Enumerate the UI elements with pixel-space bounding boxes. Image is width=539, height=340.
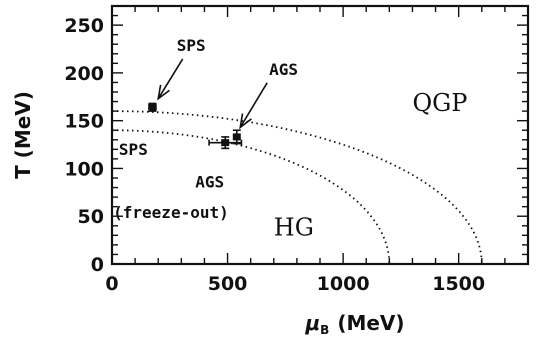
y-axis-title: T (MeV) xyxy=(11,91,35,179)
x-tick-label: 0 xyxy=(105,273,118,295)
tick-labels: 0 500 1000 1500 0 50 100 150 200 250 xyxy=(64,15,485,295)
x-axis-symbol: μ xyxy=(304,311,320,335)
annotation-label: SPS xyxy=(119,140,148,159)
annotation-label: AGS xyxy=(195,173,224,192)
plot-frame xyxy=(110,4,530,266)
annotation-arrow xyxy=(239,82,268,128)
arrow-head xyxy=(239,113,252,130)
x-tick-label: 500 xyxy=(208,273,248,295)
y-tick-label: 0 xyxy=(91,254,104,276)
phase-boundary-curve-1 xyxy=(111,110,483,265)
x-axis-title: μB (MeV) xyxy=(304,311,404,337)
annotation-arrows xyxy=(157,58,268,130)
y-tick-label: 250 xyxy=(64,15,104,37)
annotation-arrow xyxy=(157,58,184,100)
data-points xyxy=(148,102,243,150)
annotation-label: SPS xyxy=(177,36,206,55)
phase-boundary-curve-2 xyxy=(111,129,391,265)
data-point-2 xyxy=(232,133,241,141)
annotations: SPS AGS QGP SPS AGS (freeze-out) HG xyxy=(113,36,467,241)
data-point-1 xyxy=(148,103,157,111)
y-tick-label: 50 xyxy=(78,206,104,228)
annotation-label: (freeze-out) xyxy=(113,203,229,222)
annotation-label: QGP xyxy=(412,89,467,117)
y-tick-label: 100 xyxy=(64,158,104,180)
x-axis-subscript: B xyxy=(320,323,329,337)
arrow-head xyxy=(157,84,170,101)
y-tick-label: 150 xyxy=(64,111,104,133)
annotation-label: AGS xyxy=(269,60,298,79)
data-point-3 xyxy=(221,139,230,147)
x-tick-label: 1500 xyxy=(432,273,485,295)
phase-boundary-curves xyxy=(111,110,483,265)
annotation-label: HG xyxy=(274,213,314,241)
x-tick-label: 1000 xyxy=(317,273,370,295)
axis-ticks xyxy=(111,5,529,265)
x-axis-unit: (MeV) xyxy=(337,311,404,335)
y-tick-label: 200 xyxy=(64,63,104,85)
